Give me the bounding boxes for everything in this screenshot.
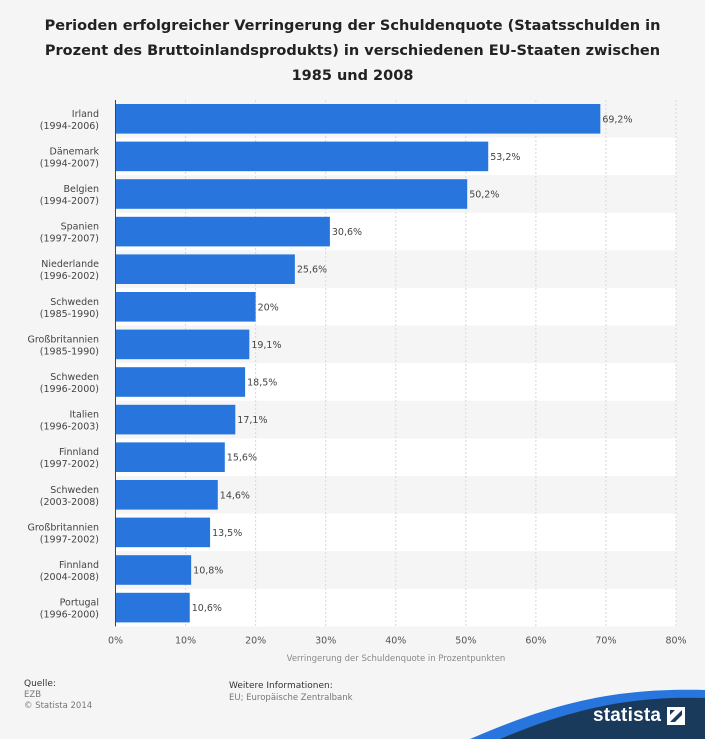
category-period-label: (1994-2006) — [40, 121, 99, 132]
bar — [116, 254, 295, 284]
value-label: 15,6% — [227, 453, 257, 464]
info-line: EU; Europäische Zentralbank — [229, 693, 353, 703]
info-heading: Weitere Informationen: — [229, 681, 333, 691]
category-period-label: (1996-2000) — [40, 610, 99, 621]
copyright-line: © Statista 2014 — [24, 701, 93, 711]
category-period-label: (1997-2002) — [40, 534, 99, 545]
category-label: Portugal — [60, 598, 99, 609]
value-label: 69,2% — [602, 114, 632, 125]
bar — [116, 292, 256, 322]
value-label: 53,2% — [490, 152, 520, 163]
category-label: Belgien — [63, 184, 99, 195]
source-heading: Quelle: — [24, 679, 56, 689]
category-period-label: (1985-1990) — [40, 346, 99, 357]
category-period-label: (2003-2008) — [40, 497, 99, 508]
chart-title: Perioden erfolgreicher Verringerung der … — [44, 18, 661, 84]
value-label: 17,1% — [237, 415, 267, 426]
category-label: Spanien — [61, 222, 99, 233]
x-tick-label: 70% — [595, 635, 616, 646]
category-label: Dänemark — [50, 146, 100, 157]
category-period-label: (1996-2002) — [40, 271, 99, 282]
source-line: EZB — [24, 690, 42, 700]
category-label: Schweden — [50, 372, 99, 383]
bar-chart: 69,2% 53,2% 50,2% 30,6% 25,6% 20% 19,1% 18,5% 17… — [27, 100, 687, 664]
bar — [116, 555, 192, 585]
value-label: 18,5% — [247, 378, 277, 389]
bar — [116, 517, 211, 548]
x-tick-label: 20% — [245, 635, 266, 646]
x-tick-label: 0% — [108, 635, 123, 646]
value-label: 14,6% — [220, 490, 250, 501]
category-label: Großbritannien — [27, 522, 99, 533]
x-tick-label: 40% — [385, 635, 406, 646]
x-tick-label: 30% — [315, 635, 336, 646]
category-label: Niederlande — [41, 259, 99, 270]
statista-wordmark: statista — [593, 705, 662, 726]
value-labels: 69,2% 53,2% 50,2% 30,6% 25,6% 20% 19,1% 18,5% 17… — [192, 114, 633, 614]
category-label: Italien — [70, 410, 100, 421]
value-label: 30,6% — [332, 227, 362, 238]
x-tick-label: 50% — [455, 635, 476, 646]
bar — [116, 216, 330, 247]
x-tick-label: 10% — [175, 635, 196, 646]
category-period-label: (1994-2007) — [40, 158, 99, 169]
statista-logo[interactable]: statista — [593, 705, 686, 727]
x-tick-label: 80% — [665, 635, 686, 646]
bar — [116, 141, 489, 172]
value-label: 13,5% — [212, 528, 242, 539]
category-period-label: (1996-2000) — [40, 384, 99, 395]
bar — [116, 404, 236, 435]
bar — [116, 480, 218, 510]
category-period-label: (1996-2003) — [40, 422, 99, 433]
bars — [116, 104, 601, 623]
bar — [116, 329, 250, 360]
x-tick-label: 60% — [525, 635, 546, 646]
value-label: 10,6% — [192, 603, 222, 614]
category-label: Finnland — [59, 560, 99, 571]
category-label: Großbritannien — [27, 334, 99, 345]
grid-lines — [115, 100, 677, 627]
bar — [116, 104, 601, 134]
category-labels: Irland(1994-2006)Dänemark(1994-2007)Belg… — [27, 109, 99, 621]
category-label: Irland — [72, 109, 99, 120]
category-label: Schweden — [50, 485, 99, 496]
value-label: 19,1% — [251, 340, 281, 351]
bar — [116, 442, 225, 472]
category-label: Finnland — [59, 447, 99, 458]
category-period-label: (1994-2007) — [40, 196, 99, 207]
bar — [116, 367, 246, 397]
value-label: 10,8% — [193, 566, 223, 577]
category-period-label: (1985-1990) — [40, 309, 99, 320]
statista-logo-icon — [667, 707, 686, 725]
category-period-label: (2004-2008) — [40, 572, 99, 583]
value-label: 25,6% — [297, 265, 327, 276]
category-label: Schweden — [50, 297, 99, 308]
value-label: 50,2% — [469, 190, 499, 201]
x-axis-ticks: 0% 10% 20% 30% 40% 50% 60% 70% 80% — [108, 635, 687, 646]
category-period-label: (1997-2007) — [40, 234, 99, 245]
bar — [116, 179, 468, 209]
value-label: 20% — [258, 302, 279, 313]
bar — [116, 592, 190, 623]
category-period-label: (1997-2002) — [40, 459, 99, 470]
x-axis-label: Verringerung der Schuldenquote in Prozen… — [287, 654, 506, 664]
